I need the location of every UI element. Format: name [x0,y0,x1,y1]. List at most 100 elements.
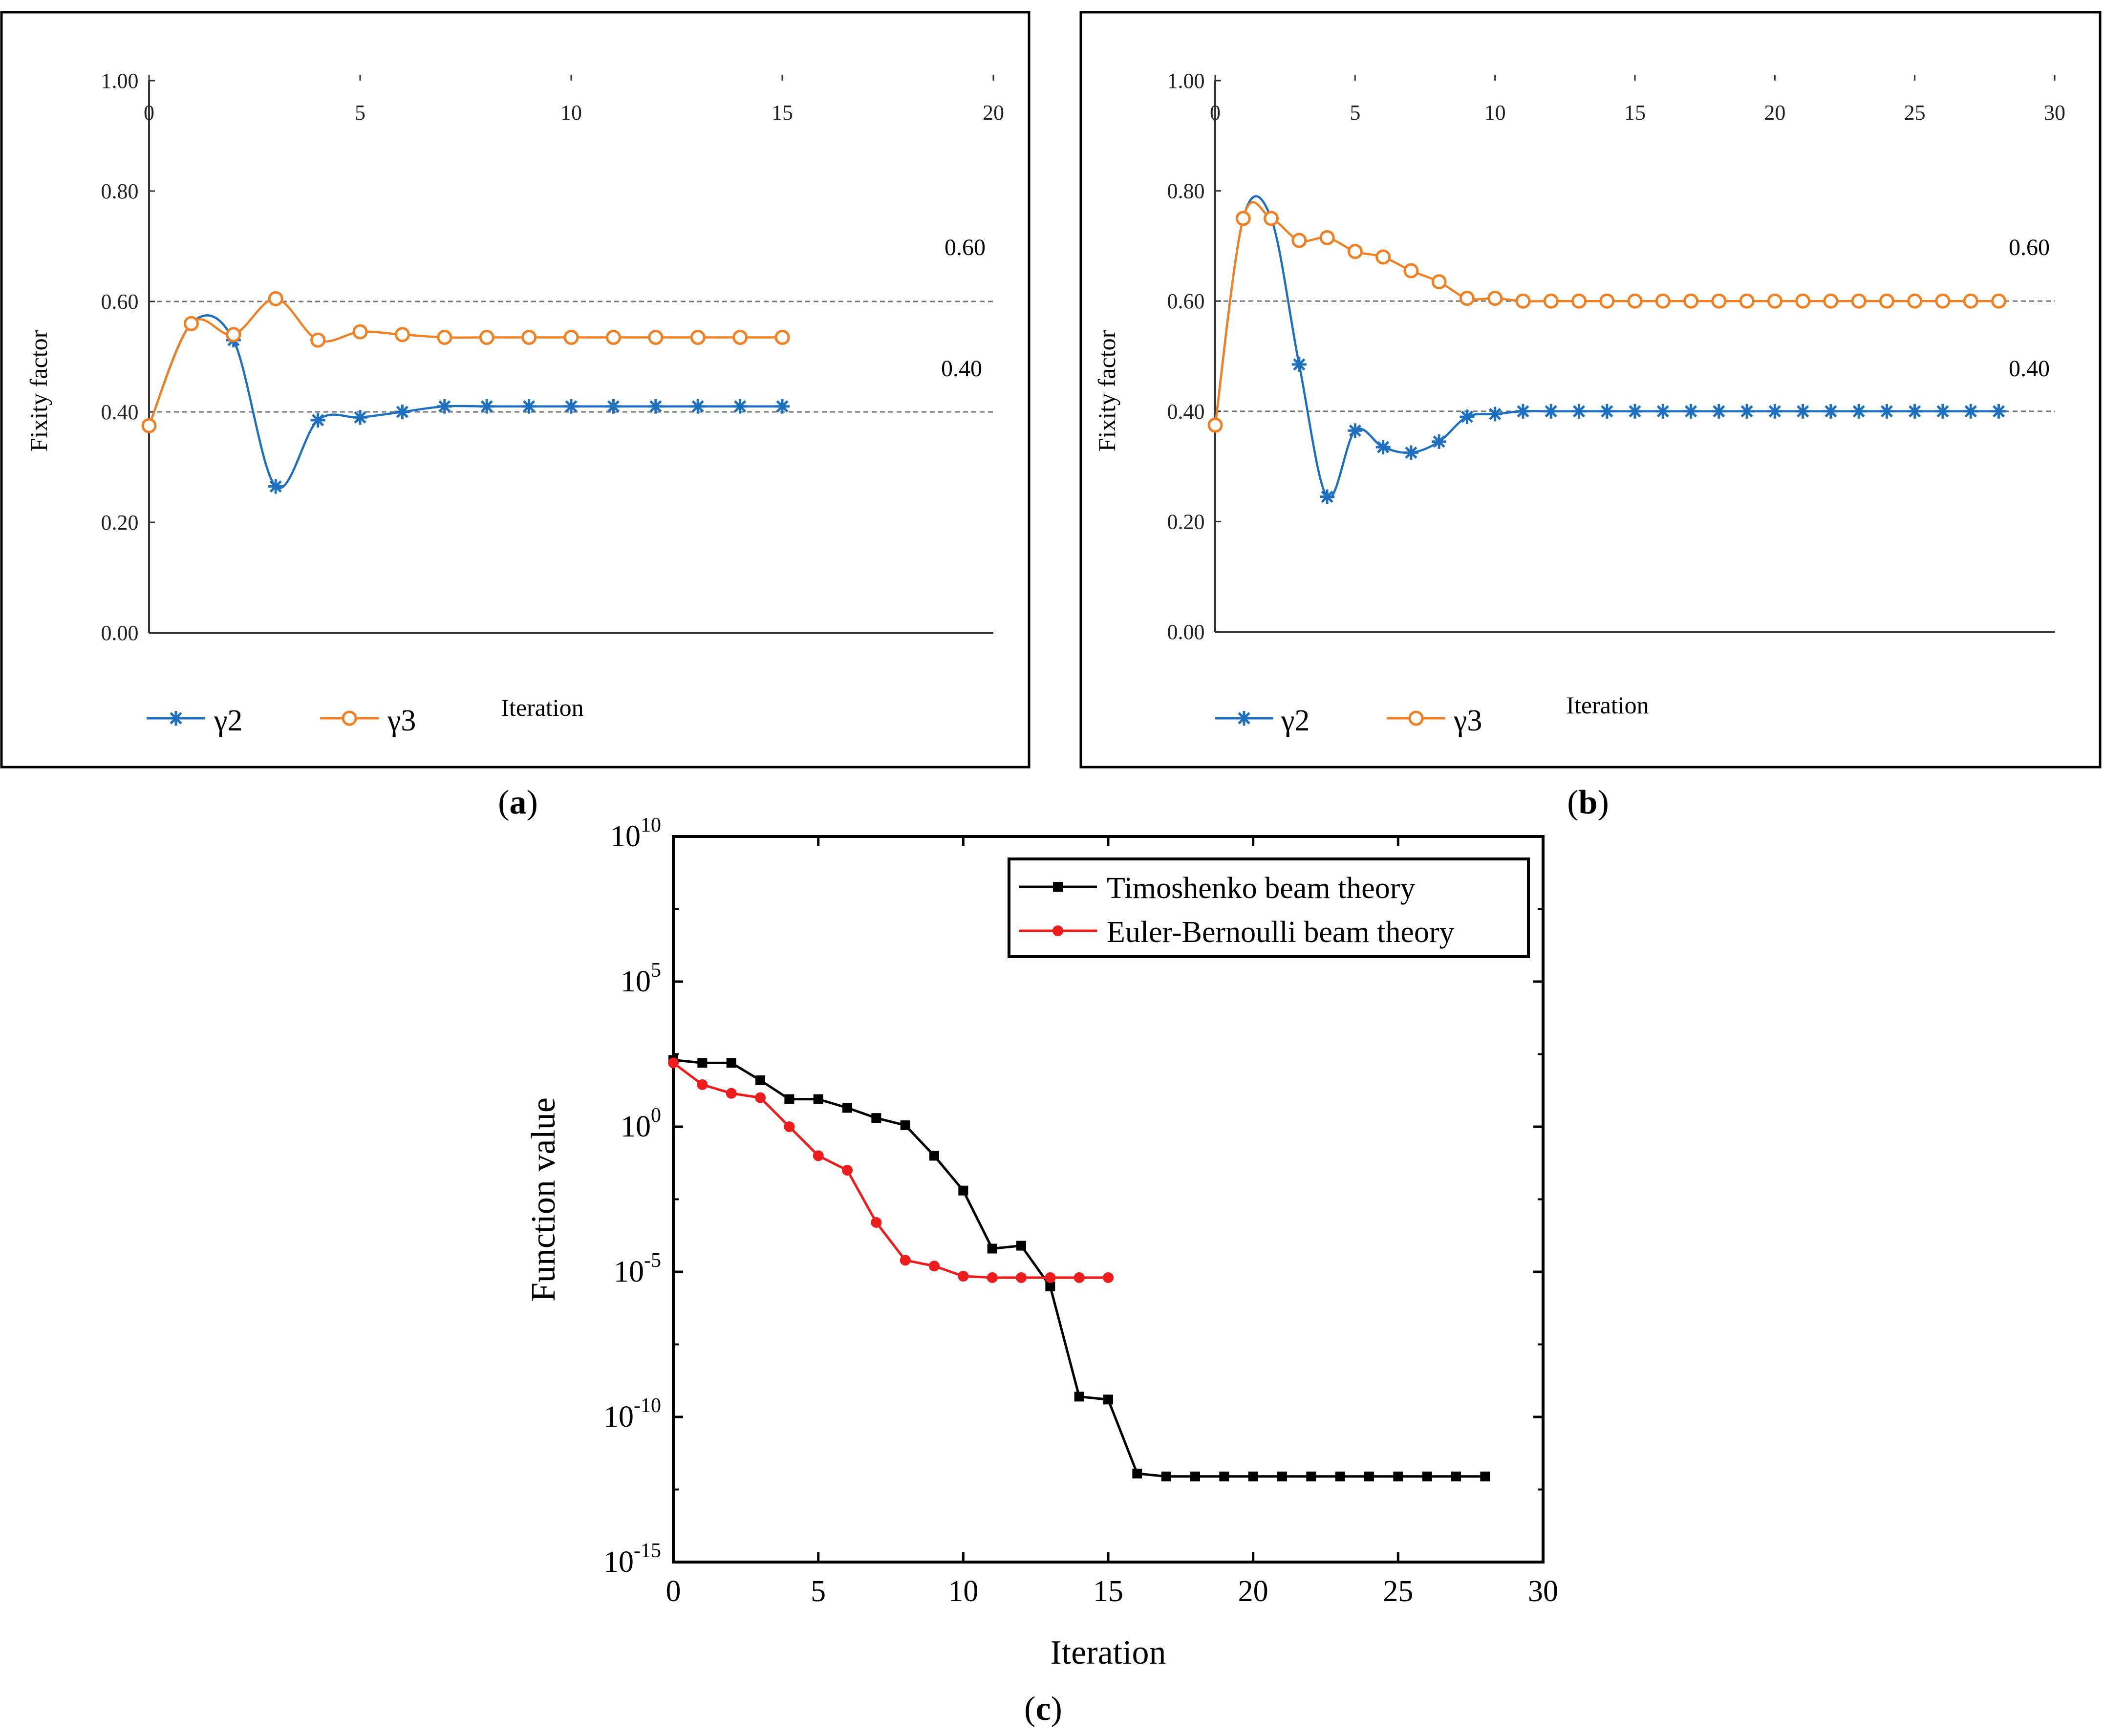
c-ytick-exp-0: 10 [641,814,661,836]
b-series-0-point-19 [1739,404,1755,419]
a-series-1-point-8 [479,329,494,345]
b-series-0-point-11-stroke-3 [1517,405,1529,418]
b-series-0-point-13-stroke-3 [1572,405,1586,418]
panel-a-legend-label-gamma3: γ3 [387,704,416,737]
b-xtick-label-6: 30 [2044,101,2065,125]
c-ytick-label-5: 10-15 [603,1540,661,1579]
panel-a-x-ticks: 0 5 10 15 20 [144,75,1004,125]
c-series-1-point-10 [958,1270,969,1282]
panel-c-caption: (c) [1024,1690,1062,1728]
a-series-0-point-4 [310,412,325,428]
b-series-0-point-22 [1823,404,1838,419]
c-xtick-label-4: 20 [1238,1575,1268,1608]
b-ytick-label-1: 0.20 [1167,510,1205,534]
c-series-0-point-10 [958,1185,968,1196]
b-series-1-point-10 [1487,291,1503,306]
a-series-1-point-11 [605,329,621,345]
c-series-0-point-28 [1480,1471,1490,1481]
c-ytick-base-2: 10 [621,1110,651,1143]
panel-b-legend-marker-gamma3 [1408,710,1424,726]
b-series-1-point-27 [1963,293,1978,309]
a-series-1-point-3 [268,291,283,306]
panel-b-reference-lines [1215,300,2055,412]
b-series-1-point-16 [1655,293,1671,309]
c-ytick-exp-2: 0 [651,1104,661,1127]
panel-a-y-label: Fixity factor [25,330,52,451]
b-ytick-label-4: 0.80 [1167,179,1205,203]
b-series-0-point-6 [1375,440,1391,455]
c-series-0-point-23 [1335,1471,1345,1481]
panel-c-caption-letter: c [1035,1690,1051,1728]
a-series-0-point-12-stroke-3 [649,400,662,413]
c-series-0-point-13 [1045,1281,1055,1291]
b-series-0-point-18-stroke-3 [1713,405,1725,418]
c-series-1-point-5 [813,1150,824,1161]
a-series-1-point-2 [226,327,241,343]
a-series-0-point-10-stroke-3 [565,400,578,413]
b-series-0-point-15-stroke-3 [1629,405,1641,418]
a-series-0-point-6 [395,405,410,419]
b-series-0-point-9 [1460,409,1475,425]
b-series-0-point-17-stroke-3 [1684,405,1697,418]
panel-a-ref-label-060: 0.60 [945,235,986,260]
b-series-0-point-24 [1879,404,1894,419]
b-series-1-point-9 [1459,291,1475,306]
a-xtick-label-1: 5 [355,101,365,125]
c-ytick-exp-4: -10 [634,1394,661,1417]
c-series-0-point-12 [1016,1241,1026,1251]
c-series-0-point-8 [900,1120,910,1131]
c-series-0-point-1 [697,1058,708,1068]
b-series-0-point-20-stroke-3 [1768,405,1781,418]
a-series-0-point-9 [521,399,537,414]
c-series-1-point-11 [987,1272,998,1283]
c-xtick-label-2: 10 [948,1575,978,1608]
a-series-1-point-15 [774,329,790,345]
b-series-1-point-19 [1739,293,1755,309]
c-ytick-label-3: 10-5 [614,1249,661,1288]
panel-c-series [668,1055,1490,1481]
c-series-0-line [673,1058,1485,1478]
b-series-1-point-6 [1375,249,1391,265]
a-series-1-point-0 [141,418,157,433]
a-series-0-point-6-stroke-3 [396,406,408,418]
c-series-0-point-4 [784,1094,794,1104]
c-series-0-point-20 [1248,1471,1258,1481]
a-series-0-line [148,314,782,490]
b-series-0-point-3-stroke-3 [1293,358,1306,371]
panel-a-legend-label-gamma2: γ2 [214,704,242,737]
panel-b-legend: γ2 γ3 [1215,704,1482,737]
panel-c-x-label: Iteration [1050,1634,1166,1672]
panel-b-y-label: Fixity factor [1093,330,1120,451]
b-series-1-point-5 [1347,244,1363,259]
b-series-0-point-16 [1655,404,1671,419]
c-series-1-point-1 [697,1079,708,1090]
b-ytick-label-0: 0.00 [1167,620,1205,644]
b-series-0-point-7-stroke-3 [1405,446,1417,459]
b-series-0-point-22-stroke-3 [1825,405,1837,418]
b-series-0-point-11 [1515,404,1530,419]
b-series-1-point-8 [1431,274,1447,290]
a-series-0-point-11 [606,399,621,414]
c-xtick-label-0: 0 [666,1575,681,1608]
b-xtick-label-1: 5 [1350,101,1360,125]
panel-c-legend-label-timoshenko: Timoshenko beam theory [1107,872,1415,905]
c-series-0-point-6 [842,1103,852,1113]
c-series-1-point-4 [784,1121,795,1132]
panel-c-legend-box [1008,857,1530,958]
a-series-0-point-15 [775,399,790,414]
b-series-1-point-7 [1403,263,1419,279]
a-ytick-label-5: 1.00 [101,69,139,93]
b-series-0-point-21-stroke-3 [1797,405,1809,418]
b-series-0-line [1214,195,1999,499]
a-ytick-label-0: 0.00 [101,621,139,645]
b-series-0-point-8-stroke-3 [1433,435,1445,448]
a-series-1-point-1 [183,316,199,331]
b-series-1-point-17 [1683,293,1699,309]
panel-a: 0.00 0.20 0.40 0.60 0.80 1.00 0 5 10 15 20 Fixity… [0,11,1031,821]
a-ytick-label-2: 0.40 [101,400,139,424]
c-series-0-point-3 [755,1075,765,1085]
b-legend-marker-1-shape [1408,710,1424,726]
b-ytick-label-3: 0.60 [1167,289,1205,313]
